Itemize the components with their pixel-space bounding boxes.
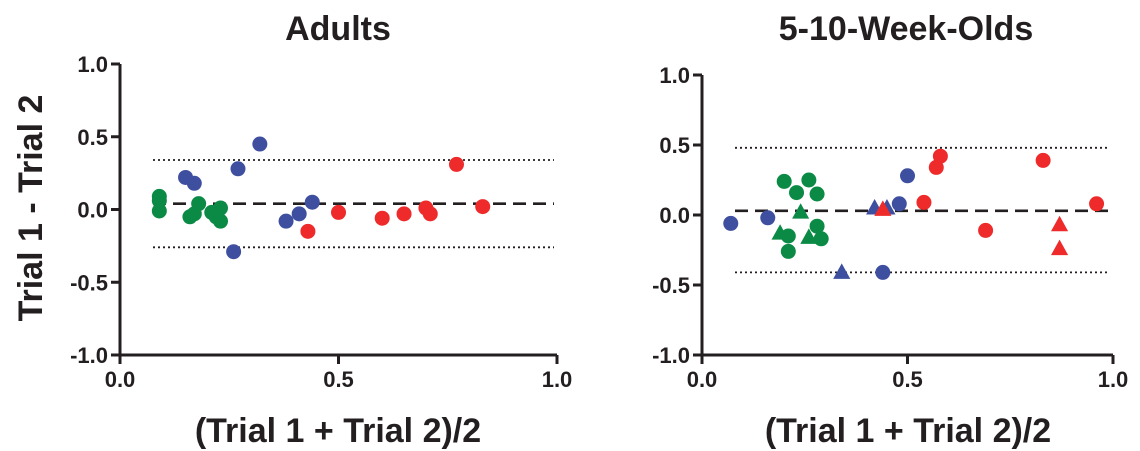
data-point-circle-red bbox=[932, 148, 948, 164]
data-point-circle-blue bbox=[760, 210, 776, 226]
reference-lines bbox=[153, 159, 554, 249]
data-point-triangle-green bbox=[800, 228, 818, 244]
data-point-circle-blue bbox=[252, 136, 268, 152]
data-point-circle-green bbox=[213, 200, 229, 216]
data-point-circle-blue bbox=[723, 215, 739, 231]
panel-title: Adults bbox=[285, 10, 391, 48]
data-point-circle-green bbox=[789, 185, 805, 201]
data-point-triangle-red bbox=[1051, 239, 1069, 256]
data-point-circle-red bbox=[978, 222, 994, 238]
data-point-circle-green bbox=[809, 186, 825, 202]
y-axis-title: Trial 1 - Trial 2 bbox=[12, 95, 50, 322]
x-tick-label: 0.5 bbox=[323, 367, 354, 392]
data-point-circle-blue bbox=[891, 196, 907, 212]
panel-5-10-week-olds: 5-10-Week-Olds (Trial 1 + Trial 2)/2 1.0… bbox=[652, 10, 1128, 450]
data-point-triangle-red bbox=[1051, 215, 1069, 232]
x-tick-label: 0.5 bbox=[892, 367, 923, 392]
y-tick-label: 1.0 bbox=[659, 63, 690, 88]
data-point-circle-blue bbox=[186, 175, 202, 191]
data-point-circle-green bbox=[151, 203, 167, 219]
data-point-circle-red bbox=[422, 206, 438, 222]
y-tick-label: 0.0 bbox=[659, 203, 690, 228]
data-point-circle-red bbox=[1089, 196, 1105, 212]
data-point-circle-blue bbox=[226, 244, 242, 260]
tick-labels: 1.00.50.0-0.5-1.00.0 0.5 1.0 bbox=[652, 63, 1128, 392]
data-point-circle-green bbox=[801, 172, 817, 188]
x-axis-title: (Trial 1 + Trial 2)/2 bbox=[765, 412, 1051, 450]
data-point-triangle-blue bbox=[833, 263, 851, 279]
data-point-circle-red bbox=[475, 199, 491, 215]
y-tick-label: 0.0 bbox=[77, 198, 108, 223]
data-point-circle-red bbox=[300, 223, 316, 239]
data-point-circle-green bbox=[191, 196, 207, 212]
y-tick-label: -1.0 bbox=[652, 343, 690, 368]
y-tick-label: -1.0 bbox=[70, 343, 108, 368]
data-point-circle-blue bbox=[278, 213, 294, 229]
x-tick-label: 1.0 bbox=[1098, 367, 1129, 392]
data-point-circle-blue bbox=[230, 161, 246, 177]
panel-title: 5-10-Week-Olds bbox=[779, 10, 1033, 48]
x-axis-title: (Trial 1 + Trial 2)/2 bbox=[195, 412, 481, 450]
data-point-circle-red bbox=[916, 194, 932, 210]
y-tick-label: -0.5 bbox=[70, 270, 108, 295]
axes bbox=[693, 73, 1115, 364]
data-point-circle-green bbox=[780, 243, 796, 259]
data-point-circle-green bbox=[213, 213, 229, 229]
data-point-circle-blue bbox=[291, 206, 307, 222]
data-point-circle-red bbox=[1035, 152, 1051, 168]
x-tick-label: 1.0 bbox=[542, 367, 573, 392]
data-point-circle-blue bbox=[900, 168, 915, 184]
data-point-circle-green bbox=[776, 173, 792, 189]
y-tick-label: 0.5 bbox=[659, 133, 690, 158]
data-point-circle-blue bbox=[875, 264, 891, 280]
x-tick-label: 0.0 bbox=[105, 367, 136, 392]
data-point-circle-red bbox=[396, 206, 412, 222]
tick-labels: 1.00.50.0-0.5-1.00.0 0.5 1.0 bbox=[70, 52, 572, 392]
x-tick-label: 0.0 bbox=[687, 367, 718, 392]
data-point-triangle-red bbox=[874, 200, 892, 216]
data-point-circle-green bbox=[809, 218, 825, 234]
data-point-circle-red bbox=[448, 156, 464, 172]
data-point-triangle-green bbox=[792, 203, 810, 219]
data-point-circle-green bbox=[780, 228, 796, 244]
axes bbox=[111, 62, 559, 364]
data-points bbox=[723, 148, 1105, 280]
data-point-circle-red bbox=[331, 204, 346, 220]
data-point-triangle-green bbox=[771, 224, 789, 240]
panel-adults: Adults Trial 1 - Trial 2 (Trial 1 + Tria… bbox=[12, 10, 572, 450]
data-points bbox=[151, 136, 491, 260]
data-point-circle-green bbox=[813, 231, 829, 247]
data-point-circle-red bbox=[374, 210, 390, 226]
y-tick-label: 1.0 bbox=[77, 52, 108, 77]
y-tick-label: -0.5 bbox=[652, 273, 690, 298]
data-point-circle-blue bbox=[304, 194, 320, 210]
y-tick-label: 0.5 bbox=[77, 125, 108, 150]
